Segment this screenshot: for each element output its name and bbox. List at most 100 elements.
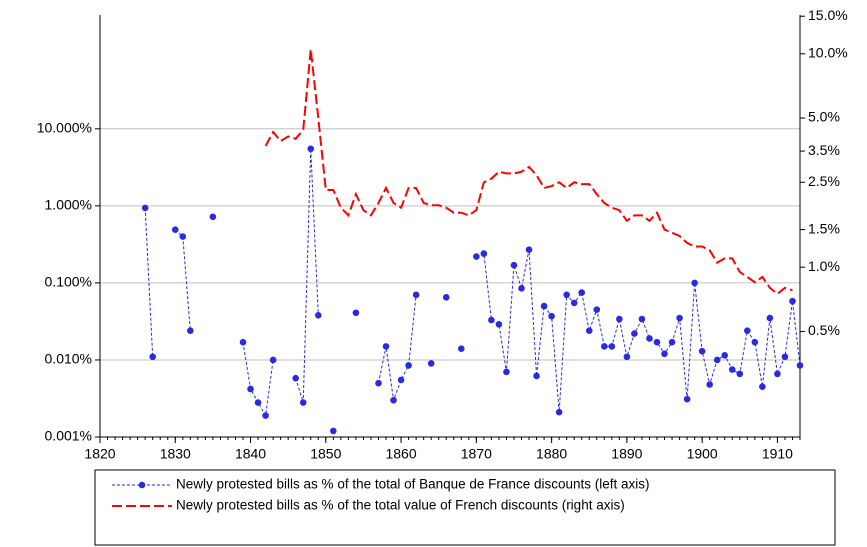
point [209,213,217,221]
point [239,338,247,346]
point [254,399,262,406]
point [646,335,653,342]
point [638,315,646,323]
point [540,302,548,310]
legend-marker [138,481,146,489]
point [721,351,729,359]
point [352,309,360,317]
point [698,347,706,355]
series-line [264,49,793,296]
x-tick-label: 1820 [84,446,115,462]
point [781,353,789,361]
y2-tick-label: 3.5% [808,142,840,158]
point [713,356,721,364]
point [488,316,495,324]
point [608,343,616,350]
y-tick-label: 0.001% [45,428,92,444]
y2-tick-label: 0.5% [808,322,840,338]
y-tick-label: 0.010% [45,351,92,367]
y2-tick-label: 1.5% [808,220,840,236]
point [314,311,322,319]
point [751,338,759,346]
x-tick-label: 1890 [611,446,642,462]
point [759,383,766,390]
x-tick-label: 1830 [160,446,191,462]
point [653,338,661,346]
point [247,385,254,393]
point [412,291,420,299]
legend-box [94,469,836,546]
y2-tick-label: 5.0% [808,109,840,125]
x-tick-label: 1880 [536,446,567,462]
point [510,261,518,269]
legend-label: Newly protested bills as % of the total … [176,477,650,492]
series-line [144,148,801,418]
y2-tick-label: 2.5% [808,173,840,189]
point [518,285,525,292]
point [676,314,683,322]
point [789,297,796,305]
point [766,314,774,322]
point [691,279,698,287]
point [601,343,608,350]
point [405,362,412,369]
point [307,145,315,153]
point [525,246,533,253]
x-tick-label: 1910 [762,446,793,462]
point [706,381,713,388]
y2-tick-label: 10.0% [808,45,848,61]
point [736,370,744,378]
point [548,312,555,320]
point [495,321,503,328]
point [744,327,751,334]
point [683,395,691,403]
point [292,374,299,382]
y-tick-label: 10.000% [37,120,92,136]
point [390,396,397,404]
point [330,427,337,435]
point [397,376,405,384]
point [299,399,307,406]
y-tick-label: 0.100% [45,274,92,290]
y-tick-label: 1.000% [45,197,92,213]
point [375,379,382,387]
point [457,345,465,352]
point [585,327,593,334]
point [796,362,804,369]
point [774,370,781,378]
point [480,250,488,257]
point [631,330,638,337]
point [616,315,623,323]
point [179,233,187,240]
point [503,368,510,376]
point [442,294,450,301]
point [269,356,277,364]
point [171,226,179,234]
legend-label: Newly protested bills as % of the total … [176,498,625,513]
point [382,343,390,350]
point [578,289,586,296]
point [728,366,736,373]
point [555,408,563,416]
y2-tick-label: 15.0% [808,7,848,23]
point [623,353,631,361]
point [141,204,149,212]
x-tick-label: 1900 [687,446,718,462]
x-tick-label: 1850 [310,446,341,462]
point [187,327,194,334]
x-tick-label: 1840 [235,446,266,462]
point [149,353,156,361]
point [427,360,435,367]
point [570,299,578,307]
x-tick-label: 1860 [385,446,416,462]
point [661,350,668,358]
x-tick-label: 1870 [461,446,492,462]
point [593,306,601,313]
point [533,372,540,380]
point [668,338,676,346]
point [563,291,570,299]
y2-tick-label: 1.0% [808,258,840,274]
point [262,412,269,419]
point [473,253,480,260]
